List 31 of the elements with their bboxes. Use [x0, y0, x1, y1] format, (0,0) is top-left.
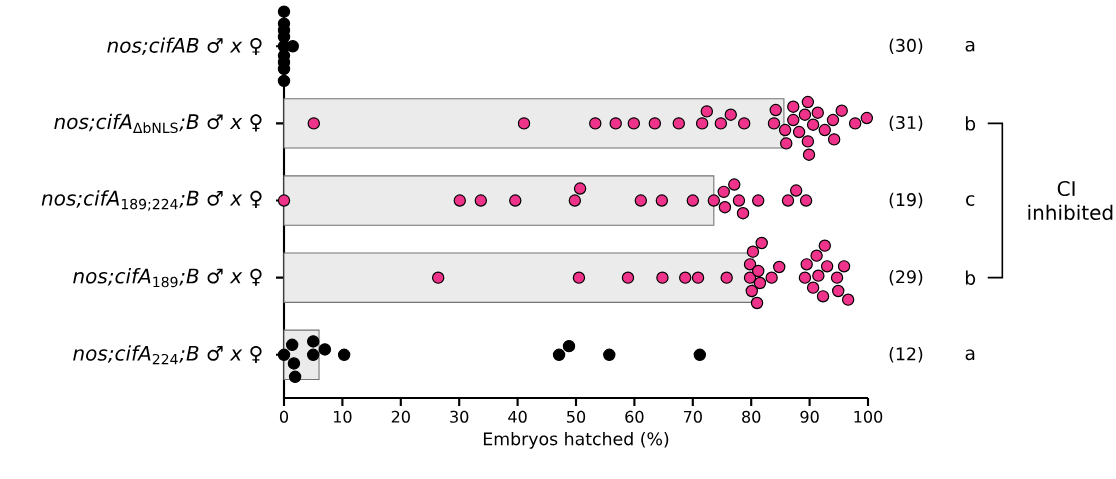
x-tick-label: 30: [450, 410, 469, 423]
text: c: [966, 195, 975, 206]
x-tick-label: 80: [742, 410, 761, 423]
x-tick-label: 50: [567, 410, 586, 423]
x-tick-label: 20: [391, 410, 410, 423]
x-tick-label: 90: [800, 410, 819, 423]
text: a: [965, 349, 975, 361]
x-tick-label: 0: [279, 410, 289, 423]
text: (29): [889, 269, 923, 286]
x-tick-label: 70: [683, 410, 702, 423]
y-tick-label: nos;cifA$_{ΔbNLS}$;B ♂ x ♀: [54, 113, 262, 134]
x-tick-label: 60: [625, 410, 644, 423]
text: b: [965, 270, 976, 285]
text: (19): [889, 192, 923, 209]
x-tick-label: 100: [854, 410, 883, 423]
text: a: [965, 40, 975, 52]
x-tick-label: 40: [508, 410, 527, 423]
bar: [283, 252, 754, 303]
text: (31): [889, 115, 923, 132]
bar: [283, 175, 715, 226]
x-tick-label: 10: [333, 410, 352, 423]
x-axis-title: Embryos hatched (%): [483, 431, 669, 449]
text: (12): [889, 347, 923, 363]
bar: [283, 98, 785, 149]
text: b: [965, 116, 976, 131]
y-tick-label: nos;cifA$_{224}$;B ♂ x ♀: [73, 345, 262, 365]
text: (30): [889, 38, 923, 54]
y-tick-label: nos;cifAB ♂ x ♀: [107, 37, 262, 56]
y-tick-label: nos;cifA$_{189;224}$;B ♂ x ♀: [41, 190, 262, 211]
text: CI inhibited: [1028, 180, 1113, 221]
y-tick-label: nos;cifA$_{189}$;B ♂ x ♀: [73, 268, 262, 288]
